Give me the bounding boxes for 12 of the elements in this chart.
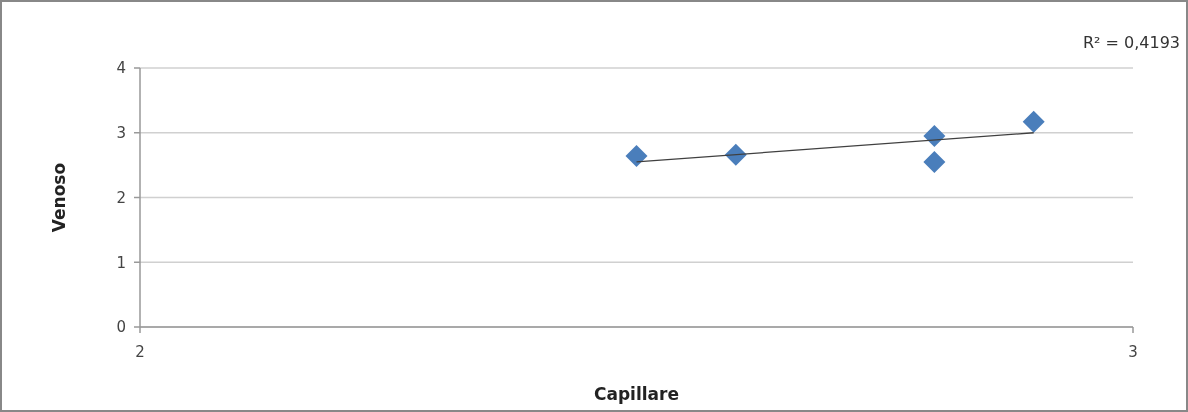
y-tick-label: 2 [116, 188, 126, 207]
point [1022, 110, 1045, 133]
y-tick-label: 4 [116, 59, 126, 78]
y-tick-label: 3 [116, 124, 126, 142]
point [923, 124, 946, 147]
point [625, 145, 648, 168]
point [923, 150, 946, 173]
y-tick-label: 0 [116, 318, 126, 337]
y-tick-label: 1 [116, 253, 126, 272]
x-axis-title: Capillare [594, 384, 679, 404]
y-axis-title: Venoso [49, 162, 69, 233]
text: R² = 0,4193 [1082, 33, 1180, 52]
